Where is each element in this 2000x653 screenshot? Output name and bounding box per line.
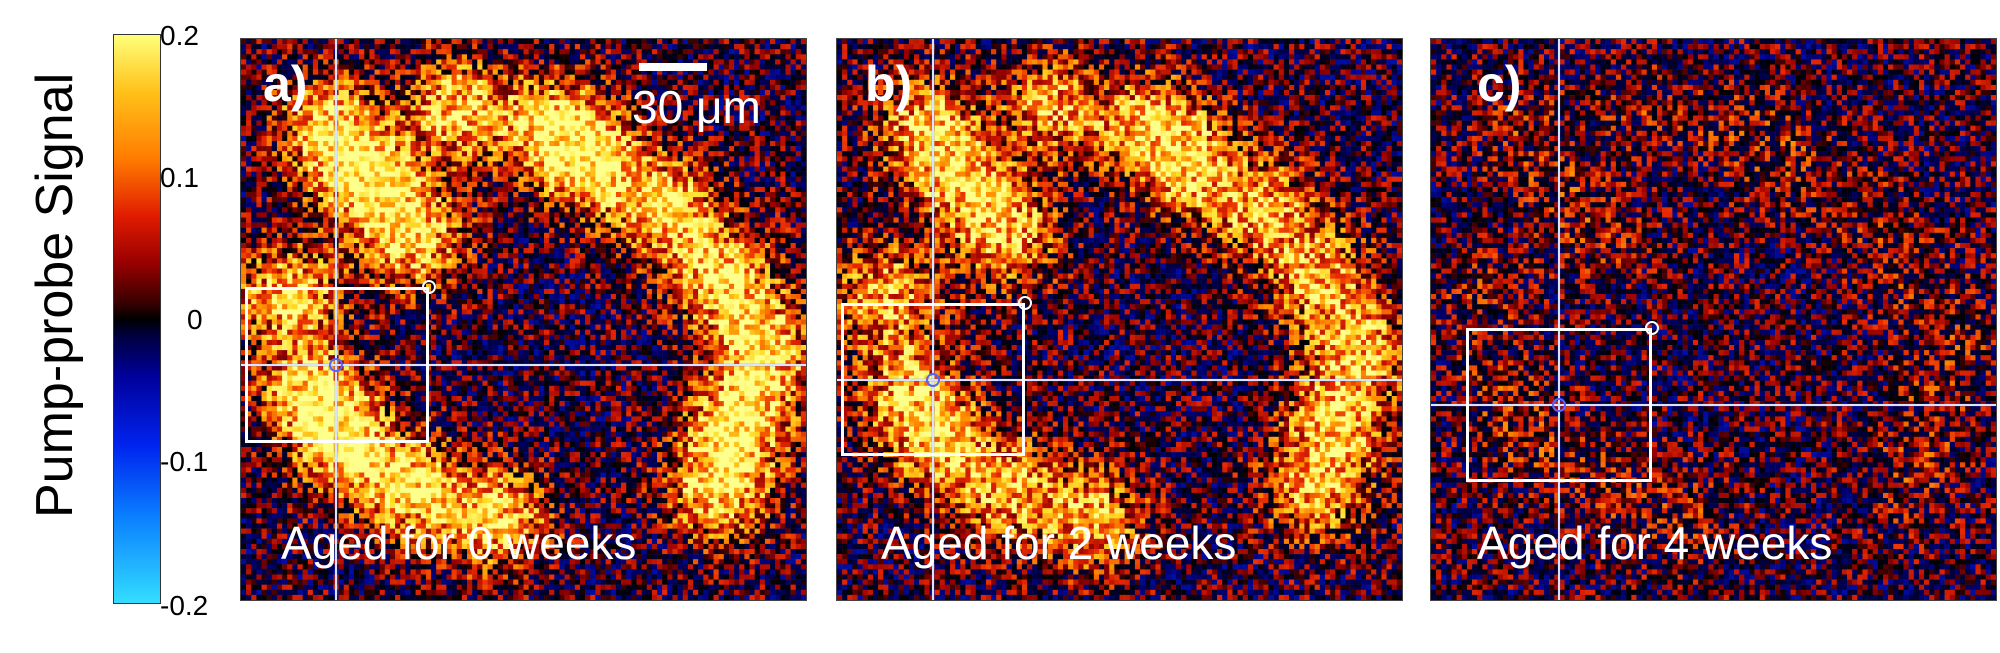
crosshair-horizontal[interactable] xyxy=(837,379,1402,381)
roi-rectangle[interactable] xyxy=(1466,328,1652,482)
colorbar xyxy=(113,34,161,604)
colorbar-tick: -0.1 xyxy=(160,448,240,476)
scale-bar-label: 30 μm xyxy=(632,83,761,131)
panel-label: c) xyxy=(1477,59,1521,109)
pump-probe-image xyxy=(837,39,1402,600)
image-panel-b: b) Aged for 2 weeks xyxy=(836,38,1403,601)
crosshair-horizontal[interactable] xyxy=(1431,404,1996,406)
crosshair-vertical[interactable] xyxy=(932,39,934,600)
panel-label: b) xyxy=(865,59,912,109)
image-panel-c: c) Aged for 4 weeks xyxy=(1430,38,1997,601)
panel-caption: Aged for 0 weeks xyxy=(281,519,636,567)
crosshair-vertical[interactable] xyxy=(1558,39,1560,600)
colorbar-title: Pump-probe Signal xyxy=(26,73,84,518)
colorbar-tick: 0.1 xyxy=(160,164,240,192)
panel-caption: Aged for 2 weeks xyxy=(881,519,1236,567)
roi-resize-handle[interactable] xyxy=(422,280,436,294)
crosshair-horizontal[interactable] xyxy=(241,364,806,366)
panel-label: a) xyxy=(263,59,307,109)
scale-bar xyxy=(639,63,707,71)
roi-rectangle[interactable] xyxy=(245,287,429,443)
roi-center-marker[interactable] xyxy=(1552,398,1566,412)
image-panel-a: a) 30 μm Aged for 0 weeks xyxy=(240,38,807,601)
crosshair-vertical[interactable] xyxy=(335,39,337,600)
pump-probe-image xyxy=(241,39,806,600)
roi-center-marker[interactable] xyxy=(926,373,940,387)
roi-resize-handle[interactable] xyxy=(1645,321,1659,335)
colorbar-tick-max: 0.2 xyxy=(160,22,240,50)
colorbar-tick-min: -0.2 xyxy=(160,592,240,620)
roi-resize-handle[interactable] xyxy=(1018,296,1032,310)
pump-probe-image xyxy=(1431,39,1996,600)
panel-caption: Aged for 4 weeks xyxy=(1477,519,1832,567)
roi-center-marker[interactable] xyxy=(329,358,343,372)
colorbar-tick-zero: 0 xyxy=(187,306,267,334)
roi-rectangle[interactable] xyxy=(841,303,1025,456)
